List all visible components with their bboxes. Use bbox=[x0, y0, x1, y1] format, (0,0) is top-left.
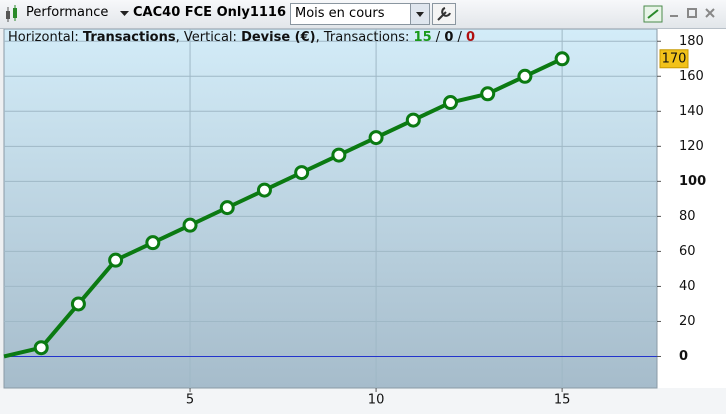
info-text: Horizontal: bbox=[8, 30, 79, 45]
info-line: Horizontal: Transactions, Vertical: Devi… bbox=[8, 30, 475, 45]
last-value-label: 170 bbox=[662, 51, 687, 66]
separator: / bbox=[435, 30, 441, 45]
chart-icon bbox=[6, 5, 17, 22]
data-point bbox=[368, 130, 384, 146]
toolbar: Performance CAC40 FCE Only1116 Mois en c… bbox=[0, 0, 726, 29]
y-axis-area bbox=[657, 29, 726, 389]
settings-button[interactable] bbox=[432, 3, 456, 25]
data-point bbox=[442, 95, 458, 111]
data-point bbox=[70, 296, 86, 312]
x-tick-label: 10 bbox=[368, 393, 385, 408]
last-value-box bbox=[659, 49, 689, 69]
x-tick-label: 15 bbox=[554, 393, 571, 408]
info-value: Transactions bbox=[82, 30, 176, 45]
data-point bbox=[219, 200, 235, 216]
data-point bbox=[480, 86, 496, 102]
data-point bbox=[331, 147, 347, 163]
data-point bbox=[554, 51, 570, 67]
plot-area bbox=[3, 28, 658, 389]
info-text: , Vertical: bbox=[175, 30, 237, 45]
win-count: 15 bbox=[413, 30, 432, 45]
y-tick-label: 60 bbox=[679, 244, 696, 259]
info-text: , Transactions: bbox=[315, 30, 410, 45]
data-point bbox=[294, 165, 310, 181]
data-point bbox=[108, 252, 124, 268]
dropdown-arrow[interactable] bbox=[120, 11, 130, 19]
period-select[interactable]: Mois en cours bbox=[290, 3, 430, 25]
x-axis-area bbox=[0, 388, 726, 414]
y-tick-label: 80 bbox=[679, 209, 696, 224]
instrument-label[interactable]: CAC40 FCE Only1116 bbox=[133, 5, 287, 20]
y-tick-label: 140 bbox=[679, 104, 704, 119]
info-value: Devise (€) bbox=[241, 30, 316, 45]
y-tick-label: 160 bbox=[679, 69, 704, 84]
y-tick-label: 120 bbox=[679, 139, 704, 154]
y-tick-label: 0 bbox=[679, 349, 688, 364]
data-point bbox=[182, 217, 198, 233]
period-label: Mois en cours bbox=[295, 6, 385, 21]
y-tick-label: 40 bbox=[679, 279, 696, 294]
x-tick-label: 5 bbox=[186, 393, 194, 408]
y-tick-label: 100 bbox=[679, 174, 706, 189]
data-point bbox=[517, 68, 533, 84]
loss-count: 0 bbox=[466, 30, 476, 45]
y-tick-label: 180 bbox=[679, 34, 704, 49]
data-point bbox=[405, 112, 421, 128]
series-line bbox=[3, 56, 563, 359]
window-buttons[interactable] bbox=[642, 2, 722, 26]
y-tick-label: 20 bbox=[679, 314, 696, 329]
separator: / bbox=[457, 30, 462, 45]
neutral-count: 0 bbox=[444, 30, 454, 45]
data-point bbox=[145, 235, 161, 251]
data-point bbox=[256, 182, 272, 198]
module-label[interactable]: Performance bbox=[26, 5, 109, 20]
data-point bbox=[33, 340, 49, 356]
